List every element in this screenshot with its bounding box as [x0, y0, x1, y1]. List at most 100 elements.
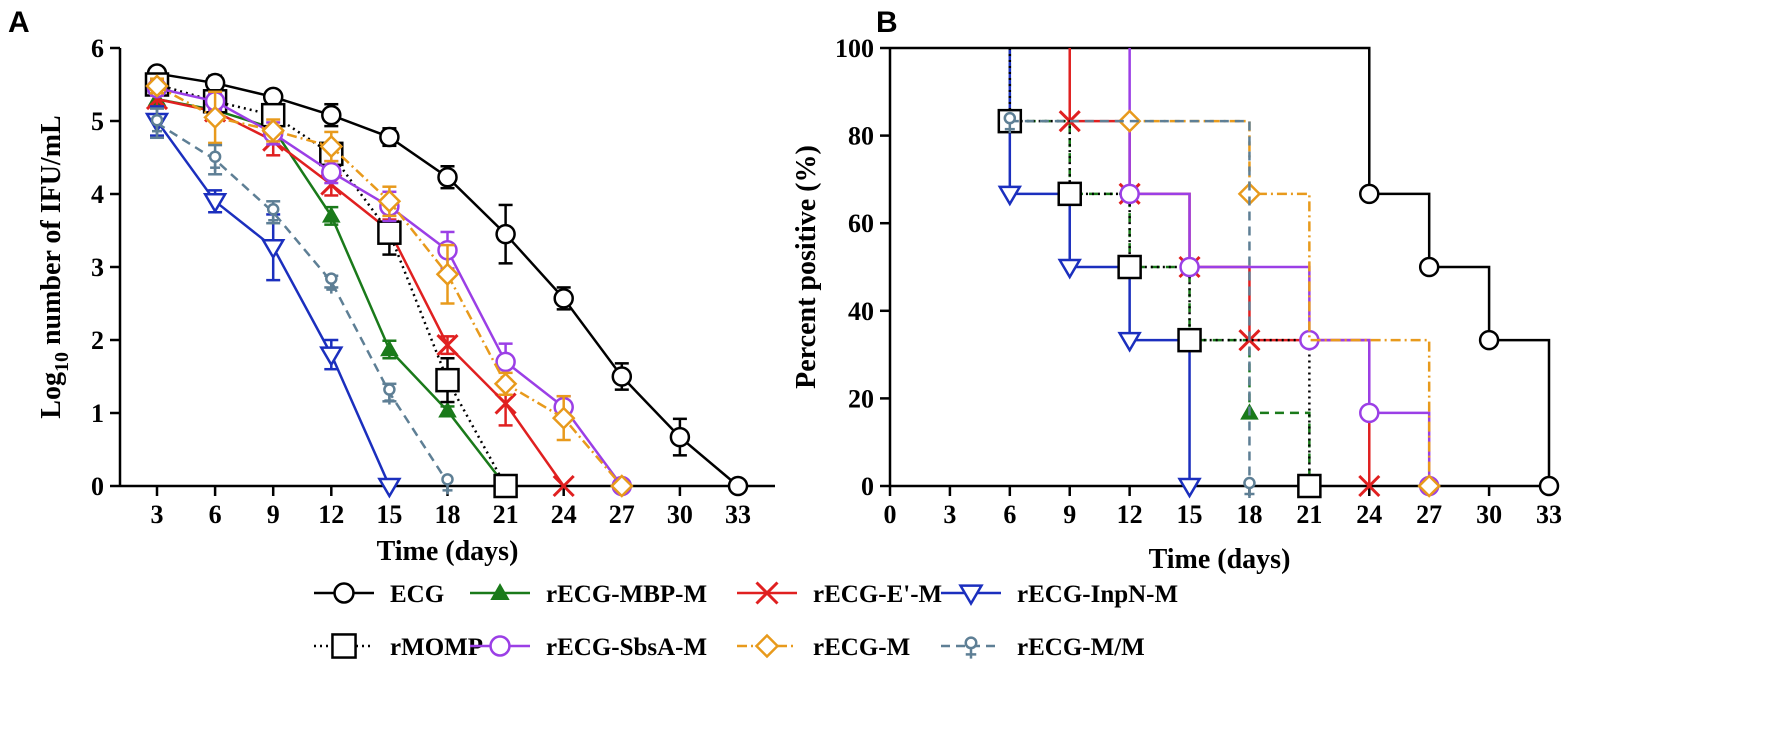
step-line-b-rmomp	[1008, 48, 1311, 486]
point-b-recg-inpn-m	[1117, 331, 1142, 353]
series-b-recg-mbp-m	[1008, 48, 1319, 493]
point-a-recg-mbp-m	[380, 339, 399, 357]
point-a-recg-sbsa-m	[321, 161, 342, 183]
step-line-b-recg-m-m	[1009, 119, 1251, 486]
point-b-rmomp	[1297, 473, 1322, 499]
series-a-recg-inpn-m	[144, 105, 402, 499]
series-a-recg-e-m	[145, 88, 575, 498]
line-a-recg-inpn-m	[155, 120, 391, 487]
point-b-recg-m-m	[1243, 476, 1256, 498]
series-b-recg-sbsa-m	[1119, 48, 1440, 497]
point-a-recg-m	[610, 474, 634, 498]
point-a-recg-mbp-m	[322, 206, 341, 223]
x-tick-label-b: 30	[1476, 500, 1502, 529]
panel-a-letter: A	[8, 6, 30, 39]
y-axis-title-b: Percent positive (%)	[791, 145, 822, 389]
series-b-rmomp	[997, 48, 1322, 499]
legend-marker	[331, 633, 357, 659]
point-b-rmomp	[1177, 327, 1202, 353]
y-tick-label-a: 2	[91, 326, 104, 355]
point-b-recg-inpn-m	[1177, 477, 1202, 499]
point-a-ecg	[611, 366, 633, 387]
point-a-recg-m	[551, 406, 576, 430]
point-a-recg-mbp-m	[438, 401, 457, 418]
x-tick-label-a: 33	[725, 500, 751, 529]
legend-label: rECG-M	[813, 634, 910, 661]
point-b-ecg	[1359, 183, 1380, 205]
y-tick-label-a: 0	[91, 472, 104, 501]
y-tick-label-b: 0	[861, 472, 874, 501]
series-a-recg-m	[145, 74, 634, 498]
x-tick-label-a: 30	[667, 500, 693, 529]
legend-marker	[490, 583, 510, 601]
y-axis-title-a-rest: number of IFU/mL	[36, 115, 67, 352]
chart-b: 0 20 40 60 80 100 0 3 6 9 12 15 18 21 24 27 30 33 Time (da…	[791, 34, 1562, 575]
x-tick-label-a: 18	[435, 500, 461, 529]
point-a-ecg	[321, 104, 342, 126]
y-tick-label-a: 3	[91, 253, 104, 282]
x-tick-label-a: 3	[151, 500, 164, 529]
point-a-recg-m	[319, 134, 344, 159]
x-tick-label-b: 18	[1236, 500, 1262, 529]
legend-label: rECG-InpN-M	[1017, 581, 1178, 608]
series-b-recg-e-m	[1058, 48, 1381, 498]
legend-item-recg-mbp-m: rECG-MBP-M	[470, 581, 707, 608]
legend: ECG rECG-MBP-M rECG-E'-M rECG-InpN-M rMOMP rE…	[314, 581, 1178, 661]
point-b-ecg	[1418, 256, 1440, 278]
point-a-recg-m	[377, 189, 402, 214]
legend-label: rMOMP	[390, 634, 483, 661]
point-a-recg-m-m	[325, 272, 338, 294]
legend-label: rECG-M/M	[1017, 634, 1145, 661]
point-a-rmomp	[435, 367, 460, 393]
legend-item-rmomp: rMOMP	[314, 633, 483, 661]
x-tick-label-b: 12	[1117, 500, 1143, 529]
y-tick-label-b: 60	[848, 209, 874, 238]
x-tick-label-a: 6	[209, 500, 222, 529]
legend-item-recg-e-m: rECG-E'-M	[737, 581, 942, 608]
y-tick-label-a: 1	[91, 399, 104, 428]
y-axis-title-a-base: Log	[36, 372, 67, 419]
point-a-recg-m-m	[441, 473, 454, 495]
point-a-rmomp	[493, 473, 518, 499]
point-a-recg-m	[261, 118, 285, 143]
point-a-recg-m	[203, 105, 227, 130]
y-tick-label-b: 80	[848, 122, 874, 151]
x-tick-label-b: 33	[1536, 500, 1562, 529]
x-tick-label-b: 27	[1416, 500, 1442, 529]
point-b-recg-inpn-m	[1057, 258, 1082, 280]
point-a-recg-inpn-m	[202, 193, 228, 214]
point-a-recg-inpn-m	[319, 346, 344, 368]
point-a-ecg	[495, 223, 516, 245]
point-a-ecg	[437, 166, 458, 188]
x-tick-label-b: 21	[1296, 500, 1322, 529]
point-b-recg-sbsa-m	[1179, 256, 1200, 278]
legend-label: rECG-SbsA-M	[546, 634, 707, 661]
series-b-recg-inpn-m	[997, 48, 1202, 499]
x-tick-label-a: 15	[376, 500, 402, 529]
series-b-recg-m-m	[1003, 111, 1256, 498]
y-tick-label-a: 4	[91, 180, 104, 209]
x-tick-label-a: 9	[267, 500, 280, 529]
point-a-recg-e-m	[494, 392, 517, 415]
legend-marker	[489, 635, 511, 657]
point-a-rmomp	[377, 220, 402, 245]
point-b-recg-e-m	[1358, 474, 1381, 498]
y-tick-label-a: 6	[91, 34, 104, 63]
point-a-ecg	[727, 475, 749, 497]
point-a-recg-m-m	[150, 113, 164, 136]
point-a-recg-m-m	[208, 150, 222, 172]
x-axis-title-b: Time (days)	[1149, 544, 1291, 575]
legend-label: rECG-MBP-M	[546, 581, 707, 608]
x-axis-title-a: Time (days)	[377, 536, 519, 567]
x-tick-label-b: 0	[884, 500, 897, 529]
y-axis-title-a-sub: 10	[51, 352, 73, 372]
legend-marker	[754, 633, 780, 659]
series-b-recg-m	[1117, 109, 1441, 498]
point-b-rmomp	[1117, 254, 1142, 280]
x-tick-label-a: 27	[609, 500, 635, 529]
panel-b-letter: B	[876, 6, 898, 39]
step-line-b-recg-inpn-m	[1008, 48, 1191, 486]
